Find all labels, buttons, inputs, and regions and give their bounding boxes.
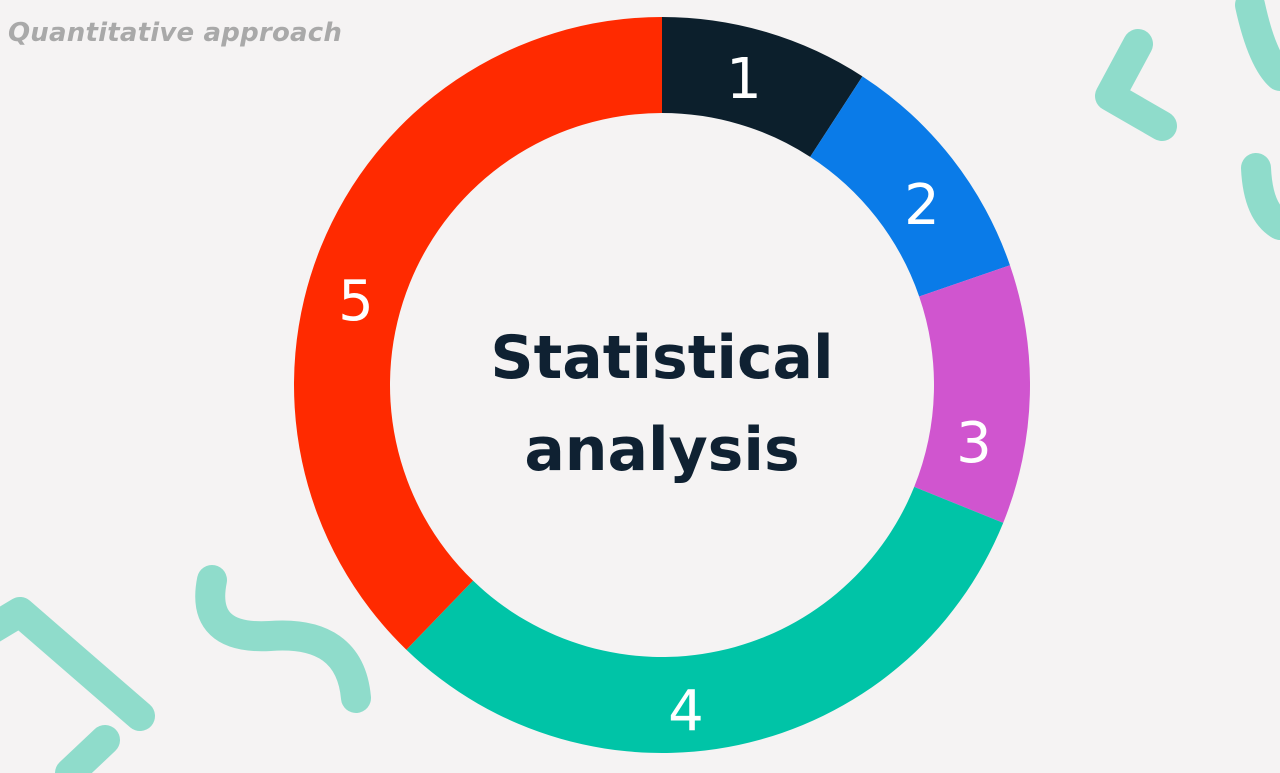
slide-subtitle: Quantitative approach [8, 18, 343, 48]
center-title-line-2: analysis [524, 415, 799, 485]
segment-4 [406, 486, 1004, 753]
segment-labels: 1 2 3 4 5 [338, 47, 992, 744]
segment-1-label: 1 [726, 47, 762, 112]
deco-arc-right [1241, 153, 1280, 240]
center-title-line-1: Statistical [490, 323, 833, 393]
deco-line-bottom-left [55, 725, 120, 773]
segment-5-label: 5 [338, 269, 374, 334]
deco-wave-bottom-left [195, 565, 371, 713]
segment-5 [294, 17, 662, 650]
deco-chevron-top-right [1095, 29, 1177, 141]
segment-3-label: 3 [956, 411, 992, 476]
ring-segments [294, 17, 1030, 753]
deco-arc-top-right [1235, 0, 1280, 91]
segment-1 [662, 17, 863, 157]
segment-2-label: 2 [904, 173, 940, 238]
segment-3 [914, 265, 1030, 523]
segment-4-label: 4 [668, 679, 704, 744]
segment-2 [810, 76, 1010, 297]
deco-chevron-bottom-left [0, 597, 155, 731]
